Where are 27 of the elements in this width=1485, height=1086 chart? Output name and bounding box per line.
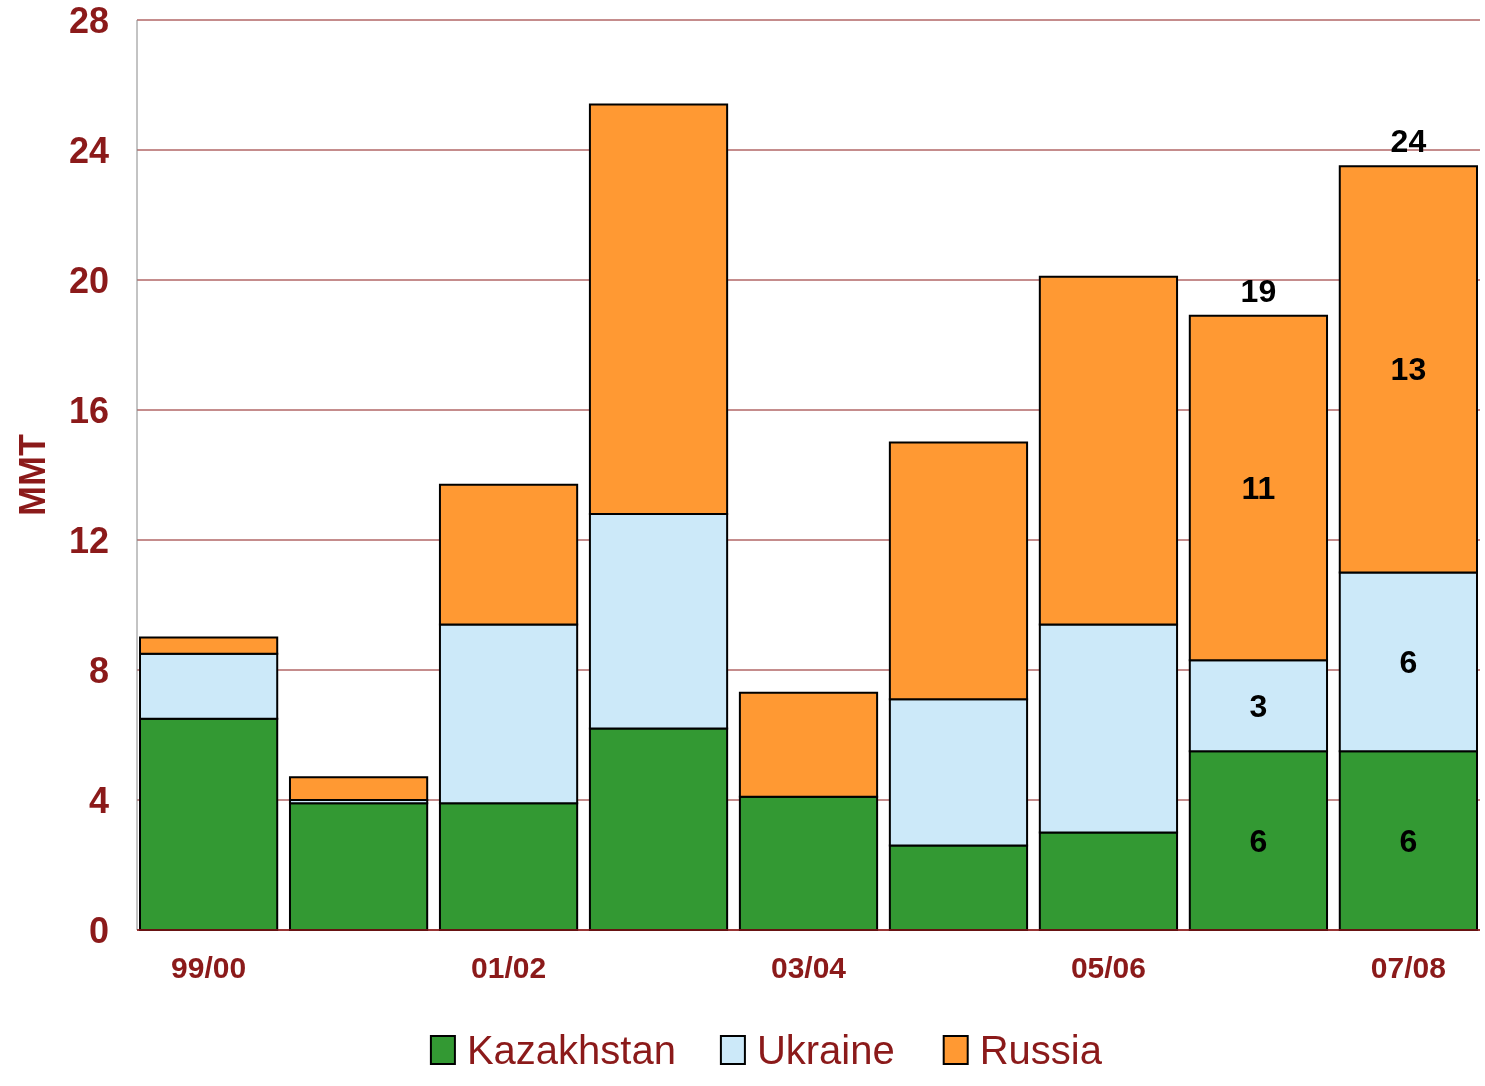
y-axis-title: MMT bbox=[12, 434, 53, 516]
legend-label: Ukraine bbox=[756, 1028, 895, 1072]
x-tick-label: 03/04 bbox=[770, 951, 847, 984]
legend-label: Russia bbox=[979, 1028, 1103, 1072]
y-tick-label: 24 bbox=[68, 129, 109, 171]
y-tick-label: 8 bbox=[88, 649, 109, 691]
x-tick-label: 99/00 bbox=[171, 951, 247, 984]
x-tick-label: 05/06 bbox=[1070, 951, 1146, 984]
total-label: 19 bbox=[1240, 272, 1277, 309]
data-label: 11 bbox=[1241, 470, 1276, 506]
legend-label: Kazakhstan bbox=[466, 1028, 676, 1072]
y-tick-label: 28 bbox=[68, 0, 109, 41]
data-label: 6 bbox=[1399, 643, 1418, 680]
x-tick-label: 01/02 bbox=[471, 951, 547, 984]
y-tick-label: 12 bbox=[68, 519, 109, 561]
y-tick-label: 16 bbox=[68, 389, 109, 431]
data-label: 6 bbox=[1249, 822, 1268, 859]
bar bbox=[288, 802, 429, 931]
y-tick-label: 20 bbox=[68, 259, 109, 301]
y-tick-label: 4 bbox=[88, 779, 109, 821]
x-tick-label: 07/08 bbox=[1370, 951, 1446, 984]
data-label: 13 bbox=[1390, 351, 1427, 388]
data-label: 3 bbox=[1249, 687, 1268, 724]
data-label: 6 bbox=[1399, 822, 1418, 859]
y-tick-label: 0 bbox=[88, 909, 109, 951]
bar bbox=[288, 776, 429, 801]
total-label: 24 bbox=[1390, 123, 1427, 160]
